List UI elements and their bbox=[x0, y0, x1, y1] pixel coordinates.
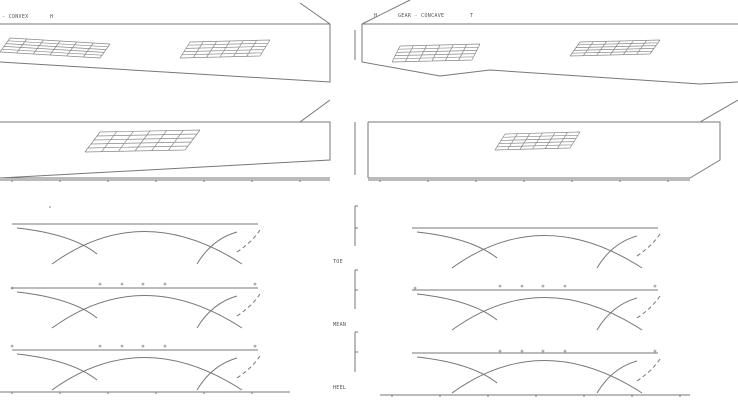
contact-point-marker bbox=[10, 286, 14, 290]
concave-title: GEAR - CONCAVE bbox=[398, 13, 444, 19]
contact-point-marker bbox=[520, 349, 524, 353]
label-heel: HEEL bbox=[333, 385, 346, 391]
convex-panel-top bbox=[0, 2, 331, 83]
dashed-extension bbox=[236, 229, 261, 253]
tooth-arc bbox=[51, 231, 243, 265]
dashed-extension bbox=[236, 355, 261, 379]
axis-ticks bbox=[0, 179, 690, 397]
contact-point-marker bbox=[10, 344, 14, 348]
contact-point-marker bbox=[120, 282, 124, 286]
concave-panel-middle bbox=[354, 99, 738, 179]
scale-brackets bbox=[354, 205, 358, 372]
contact-point-marker bbox=[413, 286, 417, 290]
contact-point-marker bbox=[163, 344, 167, 348]
contact-point-marker bbox=[541, 349, 545, 353]
contact-point-marker bbox=[498, 284, 502, 288]
heel-flank-curve bbox=[196, 295, 238, 329]
concave-marker-left: H bbox=[374, 13, 377, 19]
contact-point-marker bbox=[98, 344, 102, 348]
tooth-profiles bbox=[10, 223, 661, 394]
contact-pattern-grids bbox=[0, 37, 661, 153]
contact-point-marker bbox=[520, 284, 524, 288]
contact-grid bbox=[569, 39, 661, 57]
contact-grid bbox=[84, 129, 201, 153]
tooth-arc bbox=[451, 297, 643, 331]
heel-flank-curve bbox=[596, 360, 638, 394]
heel-flank-curve bbox=[596, 235, 638, 269]
toe-flank-curve bbox=[416, 231, 498, 259]
concave-panel-top bbox=[354, 0, 738, 85]
label-toe: TOE bbox=[333, 259, 343, 265]
tick-marks bbox=[0, 179, 690, 397]
contact-point-marker bbox=[141, 344, 145, 348]
label-mean: MEAN bbox=[333, 322, 346, 328]
contact-grid bbox=[179, 39, 271, 59]
marker-dot bbox=[49, 206, 51, 208]
toe-flank-curve bbox=[416, 356, 498, 384]
tooth-arc bbox=[451, 235, 643, 269]
dashed-extension bbox=[236, 293, 261, 317]
toe-flank-curve bbox=[416, 293, 498, 321]
contact-point-marker bbox=[141, 282, 145, 286]
convex-title: - CONVEX bbox=[2, 14, 28, 20]
convex-marker: H bbox=[50, 14, 53, 20]
contact-grid bbox=[391, 43, 481, 63]
tooth-arc bbox=[51, 357, 243, 391]
toe-flank-curve bbox=[16, 353, 98, 381]
dashed-extension bbox=[636, 233, 661, 257]
contact-point-marker bbox=[98, 282, 102, 286]
contact-point-marker bbox=[653, 349, 657, 353]
contact-point-marker bbox=[498, 349, 502, 353]
toe-flank-curve bbox=[16, 291, 98, 319]
tooth-arc bbox=[51, 295, 243, 329]
heel-flank-curve bbox=[196, 357, 238, 391]
contact-point-marker bbox=[253, 282, 257, 286]
tooth-arc bbox=[451, 360, 643, 394]
contact-point-marker bbox=[563, 284, 567, 288]
concave-marker-right: T bbox=[470, 13, 473, 19]
toe-flank-curve bbox=[16, 227, 98, 255]
contact-point-marker bbox=[253, 344, 257, 348]
contact-grid bbox=[494, 131, 581, 151]
contact-point-marker bbox=[653, 284, 657, 288]
contact-point-marker bbox=[120, 344, 124, 348]
contact-point-marker bbox=[541, 284, 545, 288]
dashed-extension bbox=[636, 358, 661, 382]
heel-flank-curve bbox=[596, 297, 638, 331]
contact-point-marker bbox=[563, 349, 567, 353]
heel-flank-curve bbox=[196, 231, 238, 265]
dashed-extension bbox=[636, 295, 661, 319]
contact-grid bbox=[0, 37, 111, 59]
contact-point-marker bbox=[163, 282, 167, 286]
convex-panel-middle bbox=[0, 99, 331, 179]
